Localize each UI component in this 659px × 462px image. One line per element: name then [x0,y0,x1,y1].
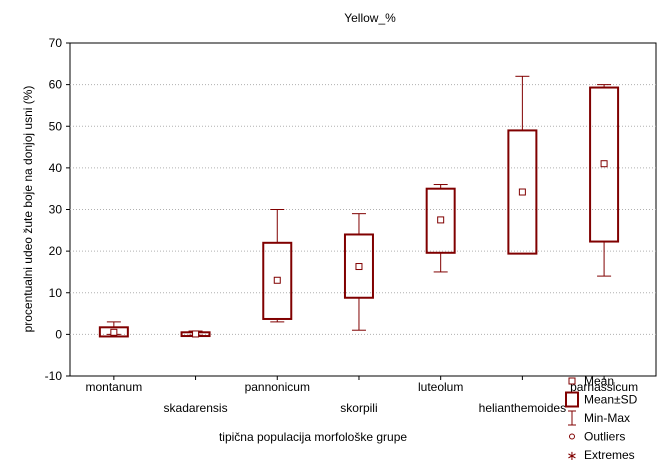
box-luteolum [425,184,456,273]
legend-mean-symbol [568,377,576,385]
sd-box [262,241,293,320]
y-tick-label: 40 [49,161,63,175]
mean-point [437,216,445,224]
sd-box [425,187,456,254]
sd-box [98,326,129,338]
legend-label: Mean±SD [584,393,638,407]
y-tick-label: 10 [49,286,63,300]
x-tick-label: parnassicum [570,380,638,394]
mean-point [355,263,363,271]
sd-box [343,233,374,299]
y-tick-label: 30 [49,203,63,217]
y-tick-label: -10 [45,369,63,383]
x-axis-title: tipična populacija morfološke grupe [219,430,407,444]
mean-point [110,328,118,336]
sd-box [507,129,538,255]
y-tick-label: 20 [49,244,63,258]
box-helianthemoides [507,75,538,255]
y-tick-label: 0 [55,327,62,341]
y-tick-label: 70 [49,36,63,50]
mean-point [518,188,526,196]
mean-point [600,160,608,168]
legend-extreme-symbol: ∗ [567,448,578,462]
box-skorpili [343,213,374,331]
chart-title: Yellow_% [344,11,396,25]
legend-label: Extremes [584,448,635,462]
y-axis-ticks: -10 0 10 20 30 40 50 60 70 [45,36,70,383]
x-tick-label: pannonicum [245,380,310,394]
legend: Mean Mean±SD Min-Max Outliers ∗ Extremes [565,374,638,462]
box-parnassicum [589,84,620,277]
y-tick-label: 50 [49,119,63,133]
box-skadarensis [180,330,211,338]
y-axis-title: procentualni udeo žute boje na donjoj us… [21,86,35,333]
box-montanum [98,321,129,338]
boxes [98,75,620,338]
y-tick-label: 60 [49,78,63,92]
x-axis-ticks: montanum skadarensis pannonicum skorpili lut… [86,376,638,415]
legend-label: Outliers [584,430,625,444]
legend-label: Mean [584,374,614,388]
legend-outlier-symbol [569,433,575,440]
mean-point [273,276,281,284]
legend-sd-symbol [565,391,579,408]
x-tick-label: skadarensis [164,401,228,415]
mean-point [192,330,200,338]
sd-box [589,86,620,243]
legend-label: Min-Max [584,411,630,425]
x-tick-label: helianthemoides [479,401,566,415]
x-tick-label: montanum [86,380,143,394]
x-tick-label: skorpili [340,401,377,415]
x-tick-label: luteolum [418,380,463,394]
box-pannonicum [262,209,293,323]
